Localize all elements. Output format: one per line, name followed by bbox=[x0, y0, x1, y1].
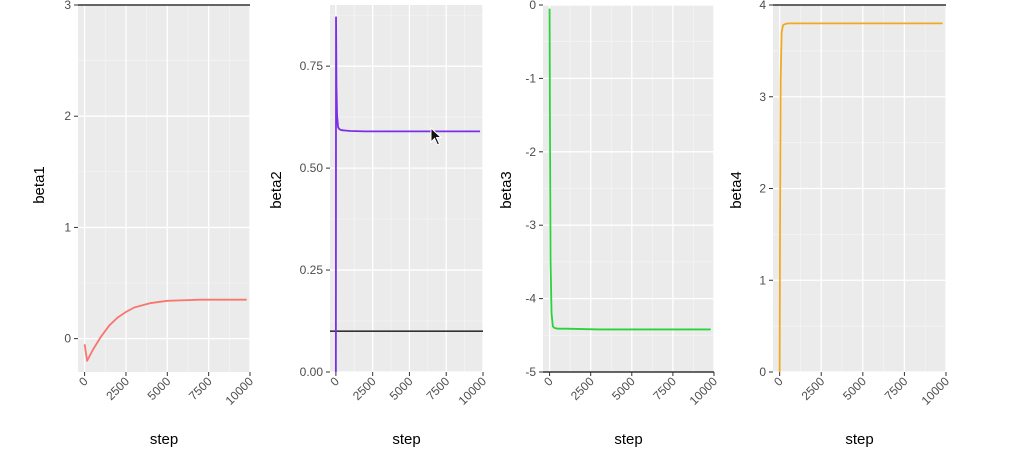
series-line bbox=[83, 298, 247, 362]
x-tick-label: 5000 bbox=[840, 374, 869, 403]
y-tick-label: 0.75 bbox=[300, 59, 324, 73]
y-tick-label: 0 bbox=[759, 365, 766, 379]
mouse-pointer-icon bbox=[430, 127, 443, 146]
y-tick-label: -3 bbox=[525, 218, 536, 232]
y-axis-title: beta3 bbox=[498, 171, 515, 209]
x-tick-label: 7500 bbox=[186, 374, 215, 403]
x-tick-label: 2500 bbox=[568, 374, 597, 403]
x-tick-label: 10000 bbox=[223, 374, 257, 408]
x-tick-label: 10000 bbox=[919, 374, 953, 408]
y-tick-label: -4 bbox=[525, 292, 536, 306]
panel-3: -5 -4 -3 -2 -1 0 0 2500 5000 7500 10000 step beta3 bbox=[498, 0, 720, 448]
y-tick-label: -5 bbox=[525, 365, 536, 379]
x-tick-label: 7500 bbox=[424, 374, 453, 403]
x-tick-label: 10000 bbox=[687, 374, 721, 408]
plot-background bbox=[78, 5, 250, 372]
series-line bbox=[548, 8, 711, 331]
x-tick-label: 2500 bbox=[103, 374, 132, 403]
x-tick-label: 0 bbox=[771, 374, 786, 389]
x-tick-label: 5000 bbox=[387, 374, 416, 403]
plot-background bbox=[330, 5, 483, 372]
y-tick-label: 1 bbox=[759, 273, 766, 287]
x-axis-title: step bbox=[845, 431, 873, 448]
y-tick-label: 0.25 bbox=[300, 263, 324, 277]
x-tick-label: 5000 bbox=[609, 374, 638, 403]
y-tick-label: -1 bbox=[525, 71, 536, 85]
y-tick-label: 3 bbox=[759, 90, 766, 104]
y-axis-title: beta4 bbox=[728, 171, 745, 209]
series-line bbox=[334, 16, 481, 373]
series-line bbox=[778, 22, 943, 373]
panel-2: 0.00 0.25 0.50 0.75 0 2500 5000 7500 10000 step be… bbox=[268, 5, 489, 448]
x-tick-label: 2500 bbox=[799, 374, 828, 403]
x-tick-label: 0 bbox=[541, 374, 556, 389]
y-axis-title: beta1 bbox=[31, 166, 48, 204]
x-tick-label: 7500 bbox=[650, 374, 679, 403]
y-tick-label: 4 bbox=[759, 0, 766, 12]
y-axis-title: beta2 bbox=[268, 171, 285, 209]
x-tick-label: 0 bbox=[76, 374, 91, 389]
y-tick-label: 2 bbox=[64, 109, 71, 123]
x-axis-title: step bbox=[614, 431, 642, 448]
y-tick-label: 3 bbox=[64, 0, 71, 12]
y-tick-label: 0 bbox=[529, 0, 536, 12]
y-tick-label: 0 bbox=[64, 332, 71, 346]
y-tick-label: -2 bbox=[525, 145, 536, 159]
x-tick-label: 7500 bbox=[882, 374, 911, 403]
x-axis-title: step bbox=[150, 431, 178, 448]
y-tick-label: 2 bbox=[759, 182, 766, 196]
y-tick-label: 0.00 bbox=[300, 365, 324, 379]
x-tick-label: 5000 bbox=[145, 374, 174, 403]
y-tick-label: 1 bbox=[64, 220, 71, 234]
panel-1: 0 1 2 3 0 2500 5000 7500 10000 step beta1 bbox=[31, 0, 256, 448]
x-axis-title: step bbox=[392, 431, 420, 448]
x-tick-label: 2500 bbox=[350, 374, 379, 403]
y-tick-label: 0.50 bbox=[300, 161, 324, 175]
panel-4: 0 1 2 3 4 0 2500 5000 7500 10000 step beta4 bbox=[728, 0, 952, 448]
x-tick-label: 10000 bbox=[456, 374, 490, 408]
x-tick-label: 0 bbox=[327, 374, 342, 389]
